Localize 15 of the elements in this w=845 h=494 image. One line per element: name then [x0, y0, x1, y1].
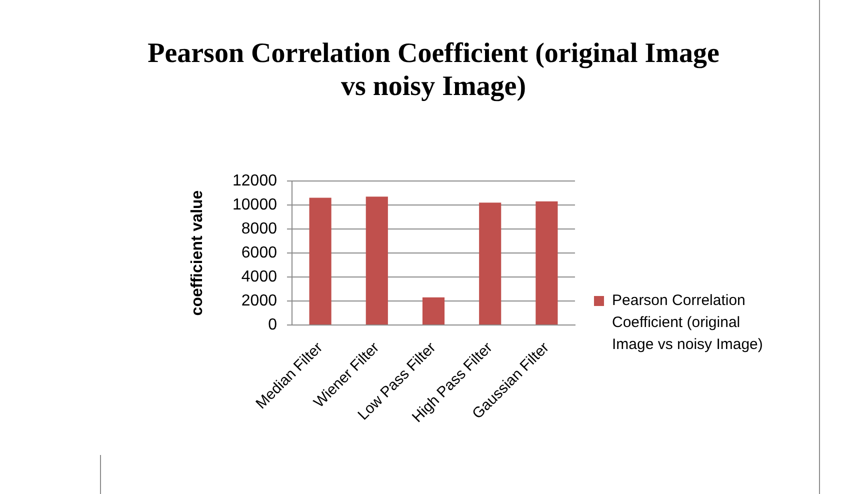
bar: [309, 198, 332, 324]
y-tick-label: 6000: [241, 244, 278, 262]
bar: [366, 196, 388, 324]
y-tick-label: 8000: [241, 220, 278, 238]
y-axis-title: coefficient value: [189, 190, 206, 316]
y-tick-label: 12000: [232, 172, 278, 190]
chart-title: Pearson Correlation Coefficient (original Image vs noisy Image): [146, 37, 720, 103]
y-tick-label: 10000: [232, 196, 278, 214]
bar: [422, 297, 445, 324]
y-tick-label: 0: [268, 316, 278, 334]
y-tick-label: 2000: [241, 292, 278, 310]
bar: [479, 202, 502, 324]
legend-label: Pearson Correlation Coefficient (original Image vs noisy Image): [612, 291, 764, 355]
bar: [536, 201, 558, 324]
y-tick-label: 4000: [241, 268, 278, 286]
